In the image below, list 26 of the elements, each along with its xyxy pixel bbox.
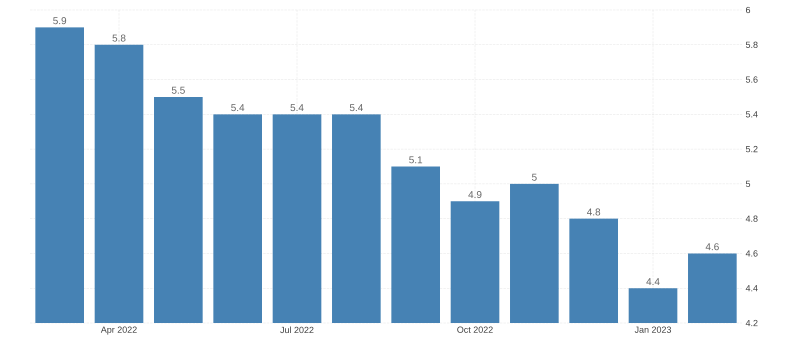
data-label: 5.4 <box>350 104 363 112</box>
y-tick-label: 5 <box>746 180 750 188</box>
data-label: 5.5 <box>172 86 185 94</box>
data-label: 4.8 <box>586 208 600 216</box>
data-label: 4.9 <box>468 191 482 198</box>
data-label: 5.4 <box>231 104 244 112</box>
data-label: 5.4 <box>290 104 304 112</box>
data-label: 4.4 <box>646 278 660 286</box>
data-label: 5.8 <box>112 34 126 42</box>
x-tick-label: Oct 2022 <box>457 326 493 333</box>
x-tick-label: Apr 2022 <box>100 326 137 335</box>
y-tick-label: 5.4 <box>746 111 758 118</box>
y-tick-label: 4.6 <box>746 250 758 257</box>
y-tick-label: 5.2 <box>746 146 758 152</box>
data-label: 5.9 <box>53 17 66 24</box>
y-tick-label: 5.8 <box>746 42 758 48</box>
y-tick-label: 4.8 <box>746 215 758 222</box>
data-label: 4.6 <box>706 243 719 250</box>
x-tick-label: Jan 2023 <box>634 326 672 333</box>
y-tick-label: 6 <box>746 6 750 14</box>
data-label: 5 <box>532 174 537 181</box>
y-tick-label: 4.4 <box>746 285 758 292</box>
x-tick-label: Jul 2022 <box>280 326 314 334</box>
y-tick-label: 5.6 <box>746 76 758 83</box>
data-label: 5.1 <box>409 156 422 164</box>
y-tick-label: 4.2 <box>746 320 758 326</box>
